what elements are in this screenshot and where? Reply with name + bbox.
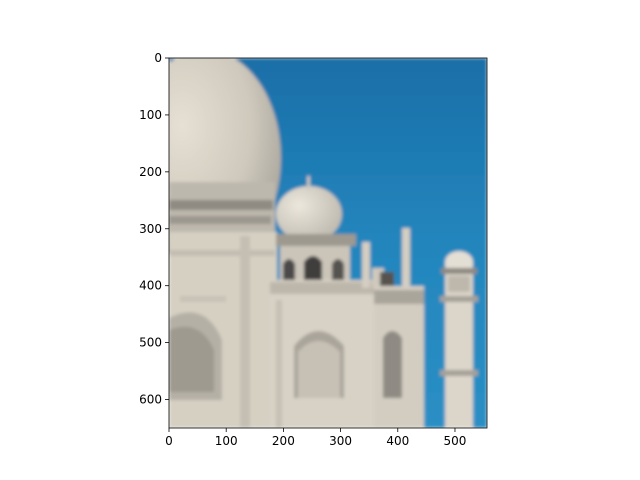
x-tick-label: 300 [329, 434, 352, 448]
x-tick-label: 400 [386, 434, 409, 448]
y-tick-label: 500 [139, 336, 162, 350]
x-tick-label: 100 [215, 434, 238, 448]
x-axis-ticks: 0 100 200 300 400 500 [165, 428, 466, 448]
y-tick-label: 600 [139, 393, 162, 407]
y-tick-label: 300 [139, 222, 162, 236]
y-tick-label: 200 [139, 165, 162, 179]
y-tick-label: 400 [139, 279, 162, 293]
axes-frame [168, 57, 488, 429]
y-tick-label: 100 [139, 108, 162, 122]
x-tick-label: 0 [165, 434, 173, 448]
x-tick-label: 500 [444, 434, 467, 448]
x-tick-label: 200 [272, 434, 295, 448]
y-axis-ticks: 0 100 200 300 400 500 600 [139, 51, 169, 407]
y-tick-label: 0 [154, 51, 162, 65]
photo-image [169, 58, 487, 428]
